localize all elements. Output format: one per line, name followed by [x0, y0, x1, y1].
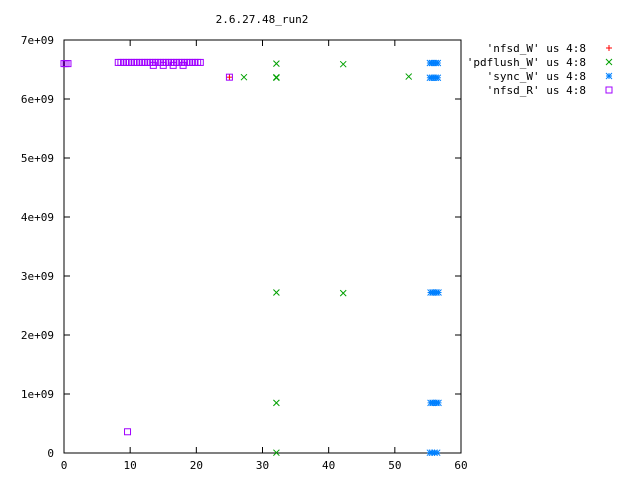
- series-2: [426, 59, 442, 457]
- data-point: [124, 428, 132, 436]
- data-point: [240, 73, 248, 81]
- legend-label: 'sync_W' us 4:8: [487, 70, 586, 83]
- data-point: [273, 289, 280, 296]
- legend-marker: [606, 45, 612, 51]
- x-tick-label: 30: [256, 459, 269, 472]
- x-tick-label: 20: [190, 459, 203, 472]
- data-point: [273, 60, 280, 67]
- plot-frame: [63, 39, 462, 454]
- legend-marker: [605, 58, 613, 66]
- data-point: [405, 73, 413, 80]
- legend-marker: [605, 86, 613, 94]
- data-point: [434, 74, 442, 82]
- data-point: [273, 449, 280, 457]
- data-point: [435, 399, 442, 407]
- y-tick-label: 1e+09: [21, 388, 54, 401]
- legend-label: 'nfsd_W' us 4:8: [487, 42, 586, 55]
- data-point: [179, 61, 187, 69]
- x-tick-label: 10: [124, 459, 137, 472]
- data-point: [226, 74, 233, 81]
- y-tick-label: 7e+09: [21, 34, 54, 47]
- data-point: [339, 60, 347, 68]
- data-point: [435, 289, 442, 296]
- series-1: [240, 60, 413, 457]
- data-point: [149, 61, 157, 69]
- legend-label: 'pdflush_W' us 4:8: [467, 56, 586, 69]
- y-tick-label: 0: [47, 447, 54, 460]
- data-point: [273, 73, 280, 81]
- x-tick-label: 0: [61, 459, 68, 472]
- x-tick-label: 60: [454, 459, 467, 472]
- series-0: [226, 74, 233, 81]
- data-points: [60, 58, 442, 457]
- chart-title: 2.6.27.48_run2: [216, 13, 309, 26]
- x-tick-label: 50: [388, 459, 401, 472]
- y-tick-label: 6e+09: [21, 93, 54, 106]
- x-tick-label: 40: [322, 459, 335, 472]
- data-point: [273, 399, 280, 407]
- data-point: [434, 59, 442, 67]
- data-point: [64, 60, 72, 68]
- axis-ticks: 0 10 20 30 40 50 60 0 1e+09 2e+09 3e+09 4e+09 5e+09 6…: [21, 34, 468, 472]
- y-tick-label: 2e+09: [21, 329, 54, 342]
- y-tick-label: 5e+09: [21, 152, 54, 165]
- data-point: [169, 61, 177, 69]
- data-point: [339, 289, 347, 297]
- legend-label: 'nfsd_R' us 4:8: [487, 84, 586, 97]
- data-point: [433, 449, 441, 457]
- legend: 'nfsd_W' us 4:8'pdflush_W' us 4:8'sync_W…: [467, 42, 613, 97]
- legend-marker: [605, 72, 613, 80]
- data-point: [225, 73, 233, 81]
- series-3: [60, 58, 233, 436]
- y-tick-label: 3e+09: [21, 270, 54, 283]
- y-tick-label: 4e+09: [21, 211, 54, 224]
- data-point: [159, 61, 167, 69]
- data-point: [196, 58, 204, 66]
